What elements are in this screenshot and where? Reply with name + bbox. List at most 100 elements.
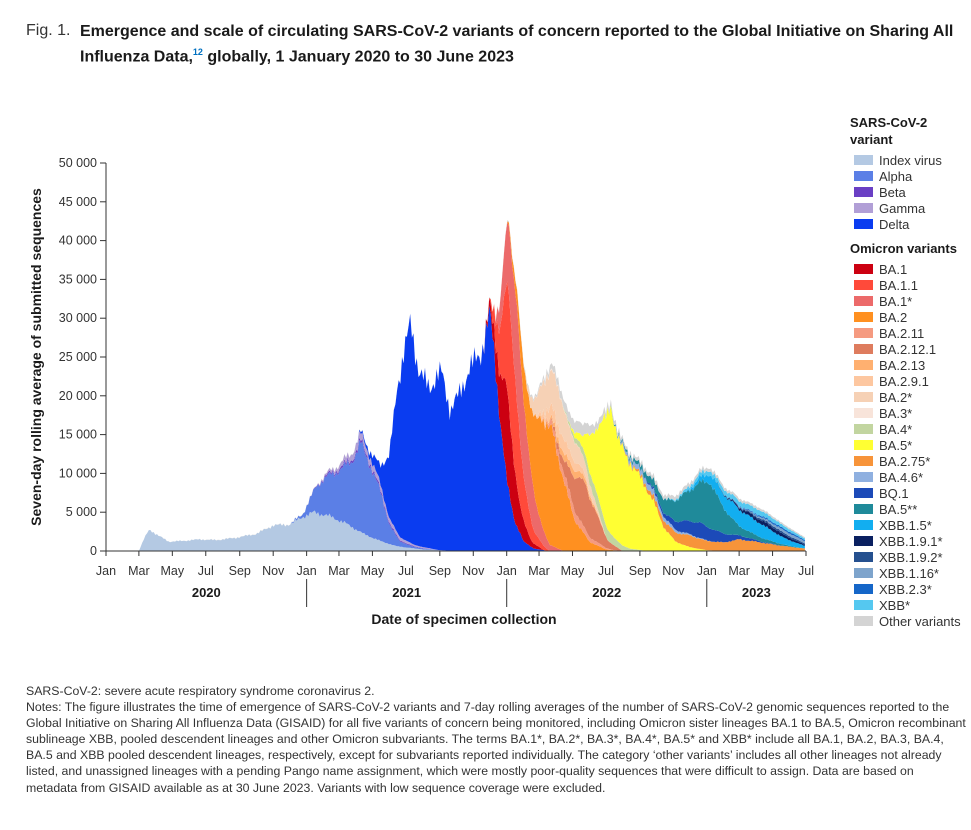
legend-label: BA.1 <box>879 261 908 277</box>
chart-legend: SARS-CoV-2 variant Index virus Alpha Beta G… <box>850 114 970 629</box>
x-tick-label: Sep <box>629 564 651 578</box>
legend-label: Beta <box>879 184 906 200</box>
figure-notes: SARS-CoV-2: severe acute respiratory syn… <box>26 683 966 796</box>
legend-label: BA.2* <box>879 389 913 405</box>
stacked-area-chart: 0 5 000 10 000 15 000 20 000 25 000 30 000 35 0… <box>28 156 814 627</box>
y-tick-label: 10 000 <box>59 466 97 480</box>
legend-swatch <box>854 424 873 434</box>
y-tick-label: 15 000 <box>59 428 97 442</box>
legend-label: BA.2.13 <box>879 357 926 373</box>
legend-swatch <box>854 616 873 626</box>
legend-label: BA.2 <box>879 309 908 325</box>
legend-swatch <box>854 360 873 370</box>
legend-item: Gamma <box>850 200 970 216</box>
legend-swatch <box>854 488 873 498</box>
x-tick-label: Mar <box>528 564 550 578</box>
notes-paragraph: Notes: The figure illustrates the time o… <box>26 700 966 795</box>
area-series-xbb-1-5- <box>106 221 805 551</box>
legend-label: BA.1.1 <box>879 277 919 293</box>
x-tick-label: Jan <box>497 564 517 578</box>
legend-swatch <box>854 280 873 290</box>
y-tick-label: 5 000 <box>66 505 97 519</box>
legend-item: BA.4* <box>850 421 970 437</box>
x-tick-label: Nov <box>662 564 685 578</box>
y-tick-label: 35 000 <box>59 272 97 286</box>
legend-label: XBB.2.3* <box>879 581 932 597</box>
legend-item: XBB.1.5* <box>850 517 970 533</box>
x-tick-label: Jul <box>198 564 214 578</box>
legend-voc-list: Index virus Alpha Beta Gamma Delta <box>850 152 970 232</box>
legend-label: Other variants <box>879 613 961 629</box>
legend-swatch <box>854 552 873 562</box>
legend-swatch <box>854 520 873 530</box>
legend-item: Other variants <box>850 613 970 629</box>
x-tick-label: Mar <box>728 564 750 578</box>
legend-swatch <box>854 296 873 306</box>
legend-item: BA.2 <box>850 309 970 325</box>
legend-label: BA.2.75* <box>879 453 931 469</box>
legend-label: BQ.1 <box>879 485 909 501</box>
legend-swatch <box>854 219 873 229</box>
legend-item: Beta <box>850 184 970 200</box>
legend-item: BA.2.75* <box>850 453 970 469</box>
figure-title-reference: 12 <box>192 47 203 57</box>
y-tick-label: 50 000 <box>59 156 97 170</box>
legend-item: Alpha <box>850 168 970 184</box>
legend-swatch <box>854 376 873 386</box>
figure-title: Emergence and scale of circulating SARS-… <box>80 22 956 67</box>
legend-swatch <box>854 203 873 213</box>
legend-item: BA.1.1 <box>850 277 970 293</box>
figure-header: Fig. 1. Emergence and scale of circulati… <box>26 22 956 67</box>
y-tick-label: 45 000 <box>59 195 97 209</box>
x-tick-label: May <box>161 564 185 578</box>
legend-item: Index virus <box>850 152 970 168</box>
area-series-ba-5- <box>106 221 805 551</box>
legend-swatch <box>854 456 873 466</box>
x-tick-label: Jan <box>96 564 116 578</box>
legend-label: BA.5* <box>879 437 913 453</box>
legend-label: BA.4* <box>879 421 913 437</box>
legend-item: Delta <box>850 216 970 232</box>
legend-swatch <box>854 328 873 338</box>
area-series-index-virus <box>106 510 805 551</box>
legend-swatch <box>854 584 873 594</box>
legend-swatch <box>854 440 873 450</box>
legend-swatch <box>854 392 873 402</box>
y-tick-label: 20 000 <box>59 389 97 403</box>
legend-item: XBB.2.3* <box>850 581 970 597</box>
legend-label: XBB.1.16* <box>879 565 939 581</box>
legend-swatch <box>854 504 873 514</box>
legend-omicron-list: BA.1 BA.1.1 BA.1* BA.2 BA.2.11 BA.2.12.1 BA.2.… <box>850 261 970 629</box>
legend-swatch <box>854 155 873 165</box>
legend-swatch <box>854 408 873 418</box>
legend-heading-omicron: Omicron variants <box>850 241 957 256</box>
x-tick-label: Mar <box>128 564 150 578</box>
x-tick-label: May <box>561 564 585 578</box>
legend-label: XBB.1.5* <box>879 517 932 533</box>
x-tick-label: Sep <box>229 564 251 578</box>
legend-swatch <box>854 264 873 274</box>
x-tick-label: Nov <box>262 564 285 578</box>
x-tick-label: Mar <box>328 564 350 578</box>
legend-item: XBB* <box>850 597 970 613</box>
legend-item: BA.5* <box>850 437 970 453</box>
legend-swatch <box>854 536 873 546</box>
year-label: 2020 <box>192 585 221 600</box>
year-label: 2021 <box>392 585 421 600</box>
legend-heading-voc: SARS-CoV-2 variant <box>850 115 928 147</box>
abbreviation-note: SARS-CoV-2: severe acute respiratory syn… <box>26 684 375 698</box>
legend-label: Delta <box>879 216 910 232</box>
legend-label: Alpha <box>879 168 913 184</box>
legend-swatch <box>854 344 873 354</box>
y-tick-label: 25 000 <box>59 350 97 364</box>
x-tick-label: May <box>361 564 385 578</box>
legend-label: BA.3* <box>879 405 913 421</box>
legend-swatch <box>854 600 873 610</box>
area-series-delta <box>106 306 805 551</box>
legend-item: BA.4.6* <box>850 469 970 485</box>
year-label: 2022 <box>592 585 621 600</box>
legend-label: BA.2.9.1 <box>879 373 929 389</box>
legend-swatch <box>854 187 873 197</box>
legend-item: BA.2.13 <box>850 357 970 373</box>
figure-title-tail: globally, 1 January 2020 to 30 June 2023 <box>202 48 514 66</box>
